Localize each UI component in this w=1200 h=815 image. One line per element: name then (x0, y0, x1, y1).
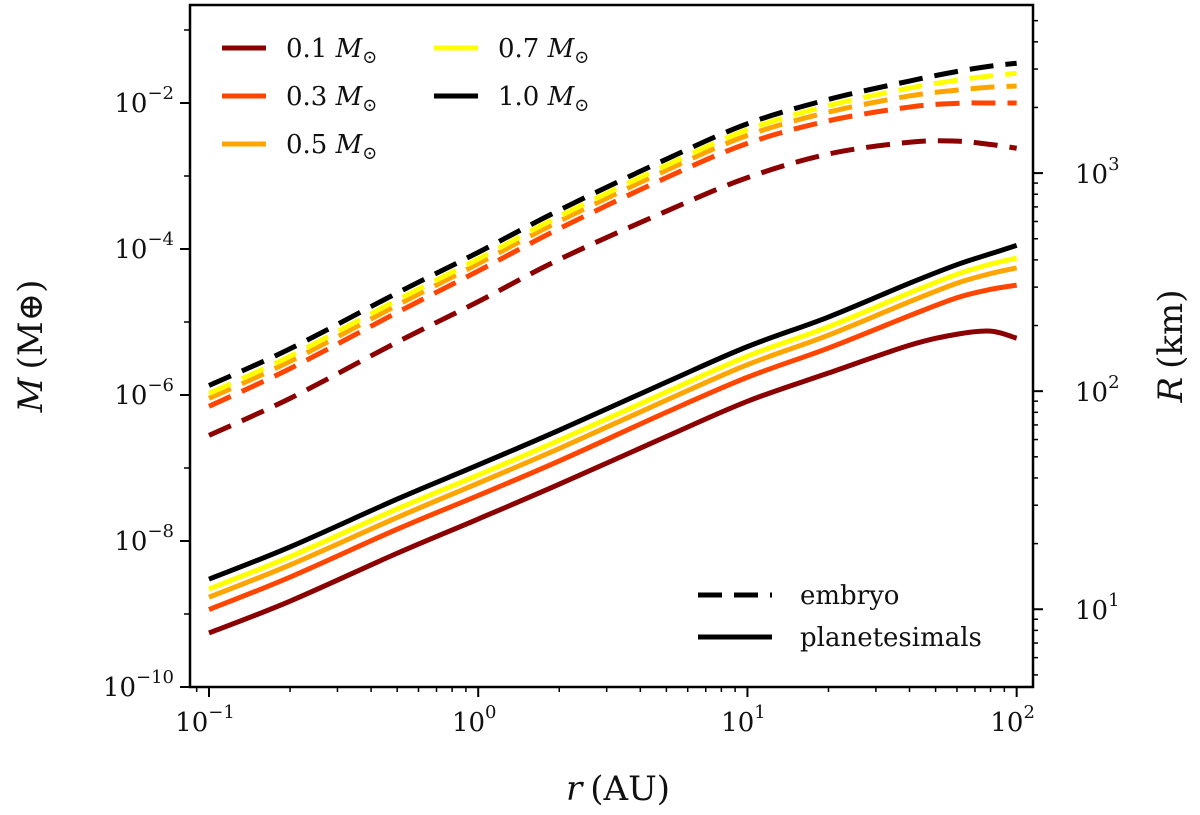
y-tick-label: 10−6 (114, 375, 174, 411)
legend-label-0_7: 0.7 M⊙ (498, 34, 589, 68)
series-line-embryo-1_0 (207, 60, 1017, 388)
series-line-embryo-0_1 (207, 138, 1018, 438)
series-line-embryo-0_7 (207, 70, 1017, 396)
y2-tick-label: 102 (1075, 372, 1120, 408)
legend-label-1_0: 1.0 M⊙ (498, 82, 589, 116)
y-tick-label: 10−10 (103, 667, 174, 703)
series-line-planetesimals-0_1 (208, 328, 1018, 636)
legend-label-0_1: 0.1 M⊙ (286, 34, 377, 68)
y2-tick-label: 101 (1075, 590, 1120, 626)
x-tick-label: 10−1 (175, 702, 235, 738)
x-tick-label: 102 (990, 702, 1035, 738)
series-line-planetesimals-0_7 (208, 255, 1018, 592)
legend-style-label-embryo: embryo (800, 581, 899, 611)
legend-layer: 0.1 M⊙ 0.3 M⊙ 0.5 M⊙ 0.7 M⊙ 1.0 M⊙ embryo plan… (222, 34, 982, 653)
series-line-planetesimals-1_0 (208, 243, 1018, 582)
y2-axis-label: R(km) (1151, 290, 1191, 404)
y-tick-label: 10−8 (114, 521, 174, 557)
series-line-embryo-0_3 (207, 100, 1017, 409)
plot-frame (188, 3, 1035, 689)
x-axis-label: r (AU) (566, 769, 670, 809)
y-tick-label: 10−4 (114, 229, 174, 265)
y2-tick-label: 103 (1075, 154, 1120, 190)
legend-style-label-planetesimals: planetesimals (800, 623, 982, 653)
y-tick-label: 10−2 (114, 83, 174, 119)
legend-label-0_3: 0.3 M⊙ (286, 82, 377, 116)
series-line-embryo-0_5 (207, 83, 1017, 401)
series-line-planetesimals-0_3 (208, 282, 1018, 612)
axes-layer: 10−1 100 101 102 10−10 10−8 10−6 10−4 10−2 101 102… (103, 3, 1120, 738)
series-layer (207, 60, 1018, 636)
legend-label-0_5: 0.5 M⊙ (286, 130, 377, 164)
x-tick-label: 100 (452, 702, 497, 738)
y-axis-label: M(M⊕) (11, 280, 51, 414)
x-tick-label: 101 (721, 702, 766, 738)
series-line-planetesimals-0_5 (208, 265, 1018, 600)
